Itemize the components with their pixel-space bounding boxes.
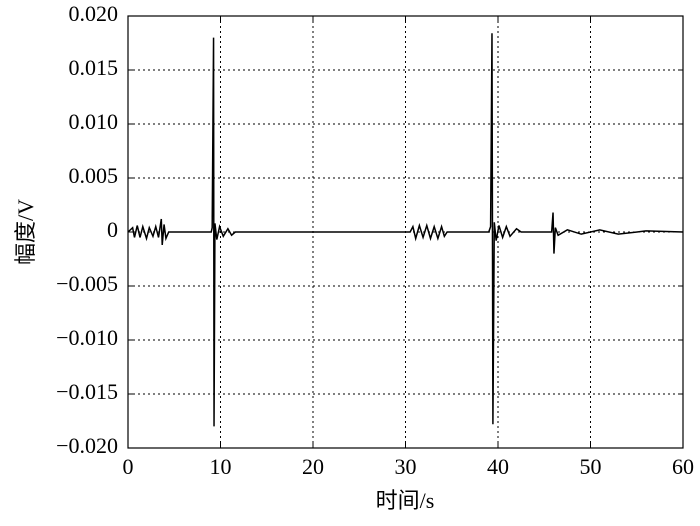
x-tick-label: 30	[395, 454, 417, 479]
y-tick-label: 0.020	[69, 1, 119, 26]
y-tick-label: −0.010	[56, 325, 118, 350]
y-tick-label: 0.005	[69, 163, 119, 188]
signal-line	[127, 33, 684, 427]
x-tick-label: 10	[210, 454, 232, 479]
y-axis-label: 幅度/V	[13, 199, 38, 265]
x-tick-label: 40	[487, 454, 509, 479]
y-tick-label: 0.010	[69, 109, 119, 134]
x-tick-label: 0	[123, 454, 134, 479]
y-tick-label: −0.005	[56, 271, 118, 296]
x-tick-label: 50	[580, 454, 602, 479]
x-axis-label: 时间/s	[376, 488, 435, 513]
y-tick-label: −0.020	[56, 433, 118, 458]
x-tick-label: 60	[672, 454, 694, 479]
x-tick-label: 20	[302, 454, 324, 479]
y-tick-label: 0	[107, 217, 118, 242]
y-tick-label: 0.015	[69, 55, 119, 80]
y-tick-label: −0.015	[56, 379, 118, 404]
